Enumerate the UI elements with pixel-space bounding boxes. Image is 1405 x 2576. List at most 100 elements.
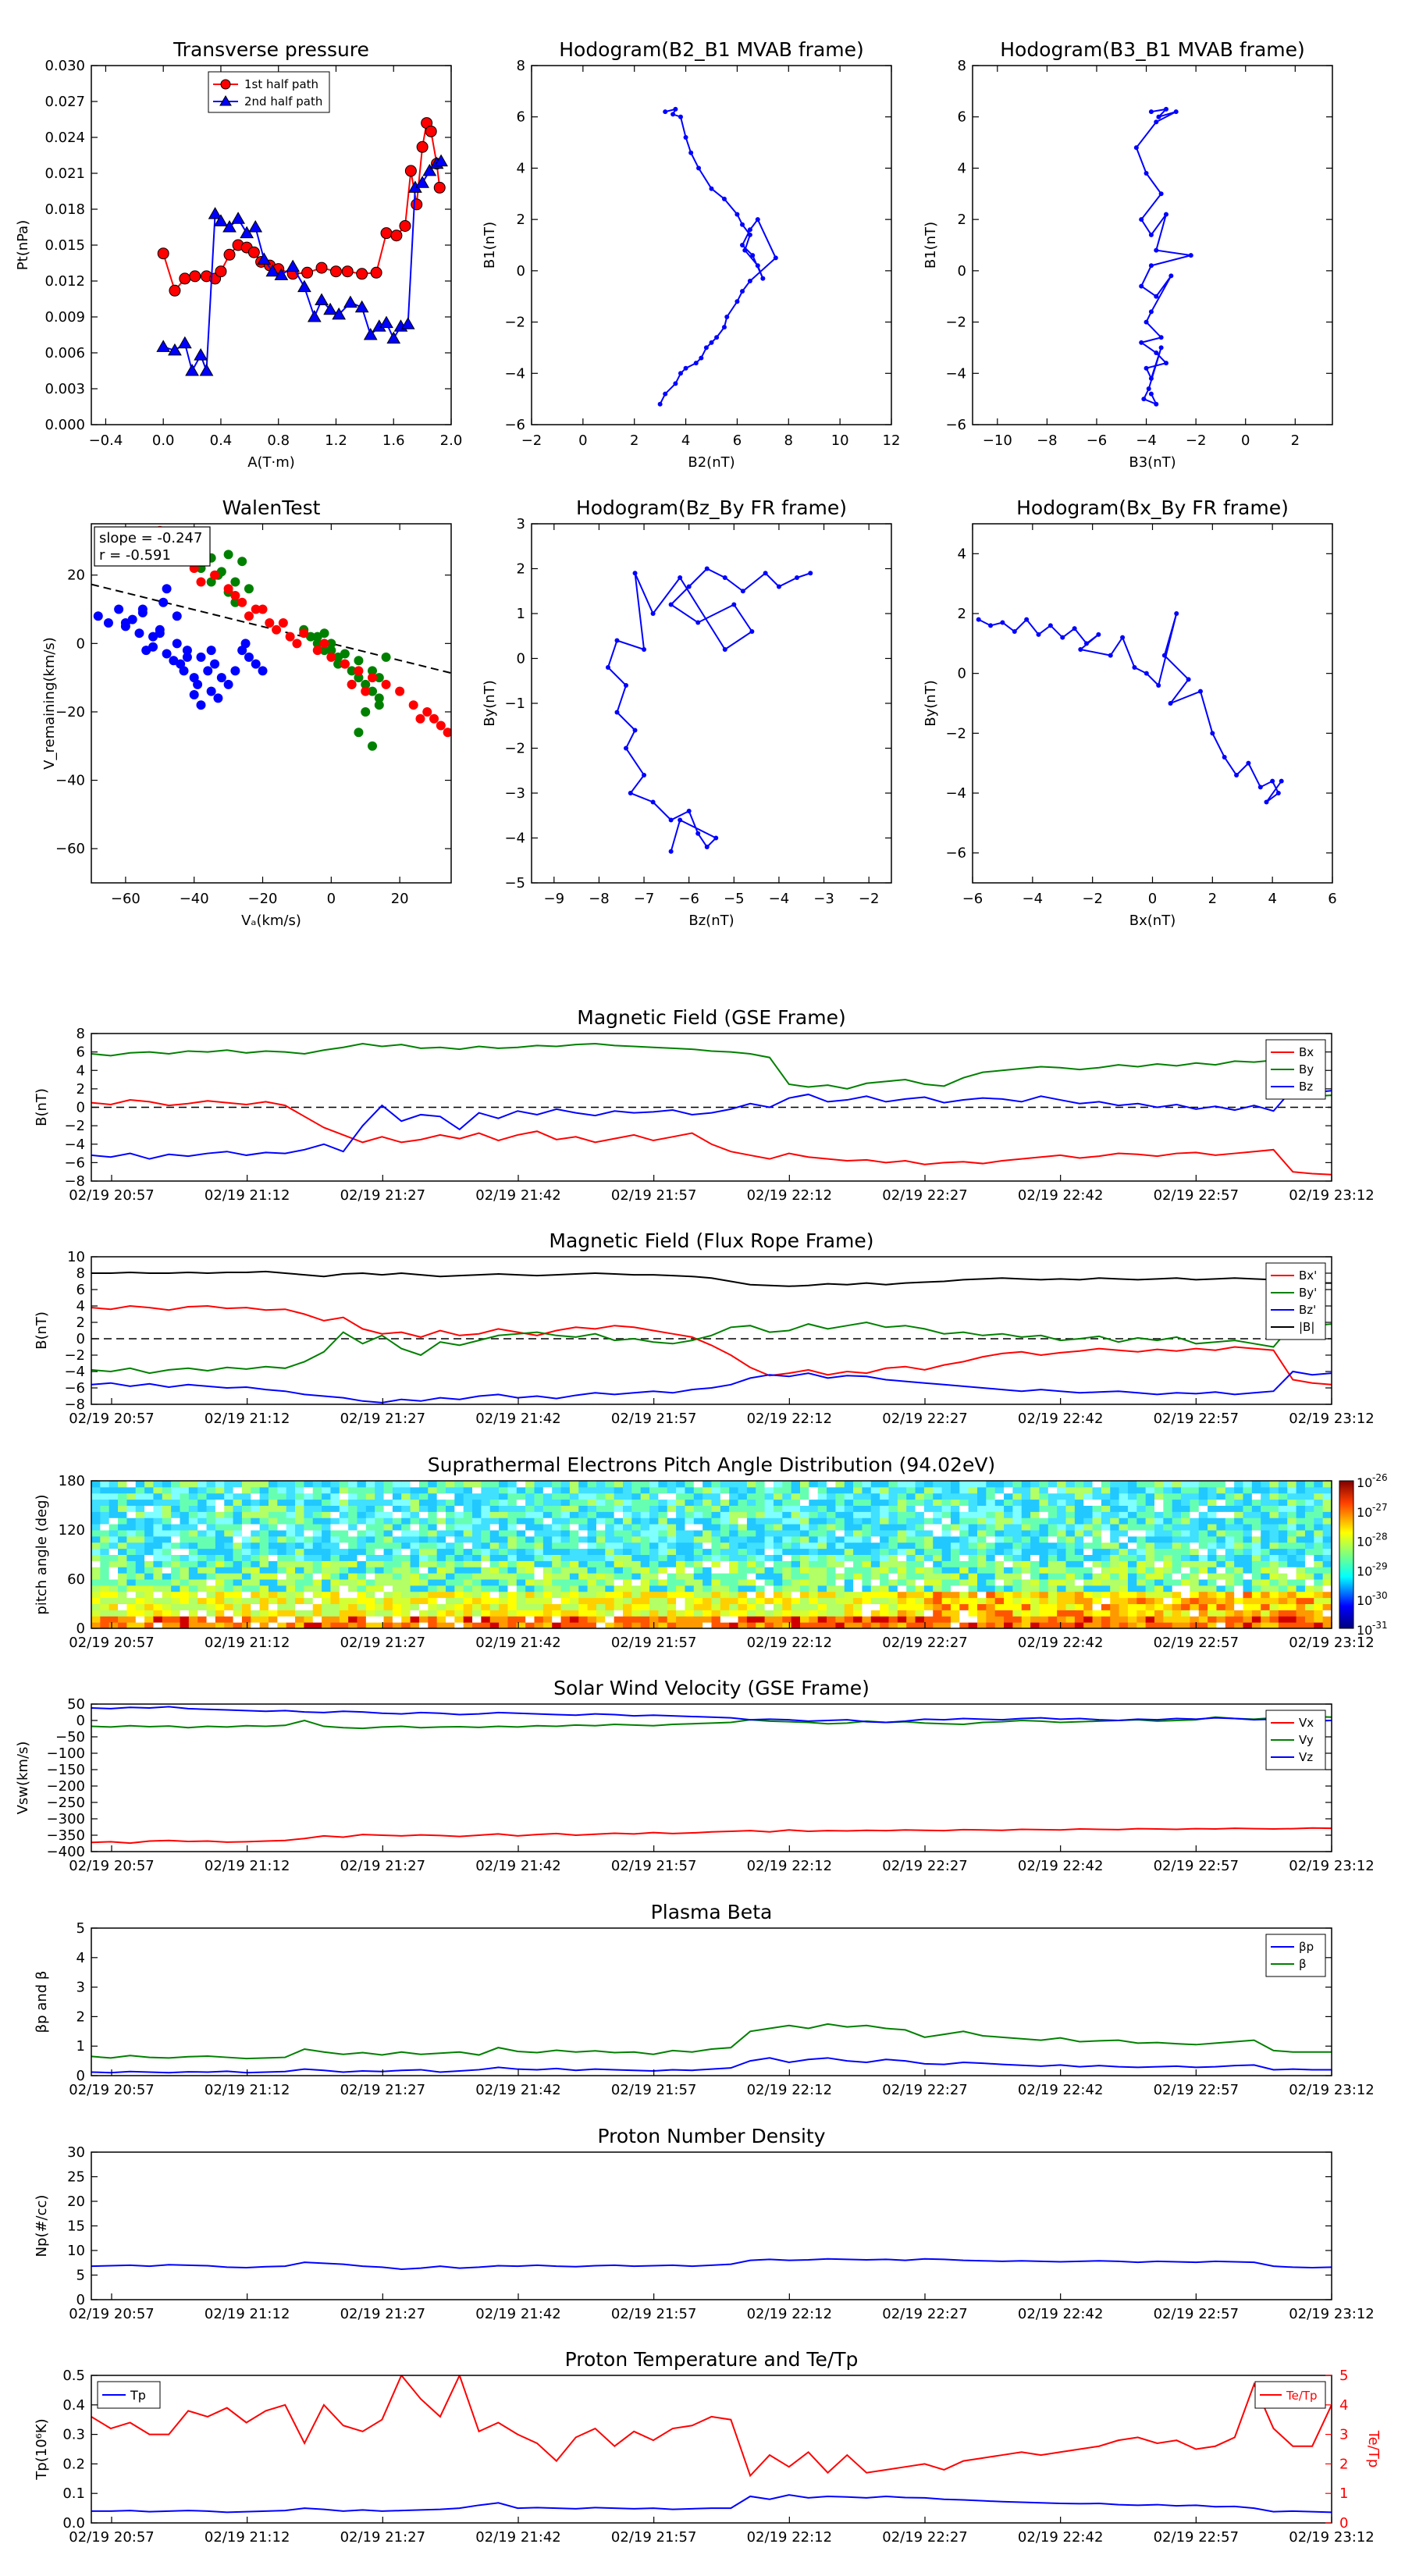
data-point xyxy=(1120,635,1126,640)
heatmap-cell xyxy=(676,1481,685,1488)
heatmap-cell xyxy=(91,1567,101,1574)
heatmap-cell xyxy=(401,1542,411,1550)
x-axis-label: Bz(nT) xyxy=(688,913,734,929)
heatmap-cell xyxy=(348,1493,357,1500)
heatmap-cell xyxy=(188,1579,198,1586)
heatmap-cell xyxy=(1269,1597,1279,1604)
y-tick-label: −6 xyxy=(945,417,966,433)
heatmap-cell xyxy=(835,1524,845,1531)
heatmap-cell xyxy=(578,1573,589,1580)
heatmap-cell xyxy=(1092,1548,1102,1555)
heatmap-cell xyxy=(392,1579,402,1586)
heatmap-cell xyxy=(1234,1542,1243,1550)
heatmap-cell xyxy=(259,1610,269,1617)
y-tick-label: −250 xyxy=(47,1795,85,1811)
heatmap-cell xyxy=(1278,1535,1288,1543)
time-tick-label: 02/19 20:57 xyxy=(69,1858,154,1874)
data-point xyxy=(1024,617,1030,622)
series-line-0 xyxy=(606,568,811,852)
heatmap-cell xyxy=(1154,1535,1164,1543)
heatmap-cell xyxy=(1225,1554,1235,1561)
heatmap-cell xyxy=(933,1616,943,1623)
heatmap-cell xyxy=(1136,1486,1147,1494)
heatmap-cell xyxy=(738,1622,748,1628)
heatmap-cell xyxy=(578,1517,589,1525)
heatmap-cell xyxy=(499,1511,508,1518)
heatmap-cell xyxy=(153,1530,163,1537)
heatmap-cell xyxy=(436,1603,446,1610)
data-point xyxy=(1132,665,1137,670)
data-point xyxy=(624,745,629,751)
heatmap-cell xyxy=(587,1610,597,1617)
heatmap-cell xyxy=(153,1597,163,1604)
heatmap-cell xyxy=(1127,1535,1137,1543)
heatmap-cell xyxy=(233,1554,243,1561)
heatmap-cell xyxy=(1083,1554,1094,1561)
heatmap-cell xyxy=(1083,1573,1094,1580)
heatmap-cell xyxy=(702,1511,712,1518)
heatmap-cell xyxy=(339,1486,349,1494)
y-tick-label: 0.018 xyxy=(44,201,85,218)
heatmap-cell xyxy=(1154,1542,1164,1550)
data-point xyxy=(1246,760,1251,766)
data-point xyxy=(632,728,638,733)
x-tick-label: −6 xyxy=(962,891,984,907)
heatmap-cell xyxy=(1251,1486,1261,1494)
heatmap-cell xyxy=(685,1505,695,1512)
heatmap-cell xyxy=(463,1499,473,1506)
heatmap-cell xyxy=(756,1524,766,1531)
heatmap-cell xyxy=(569,1597,579,1604)
heatmap-cell xyxy=(418,1524,429,1531)
data-point xyxy=(721,196,727,201)
heatmap-cell xyxy=(844,1585,854,1592)
heatmap-cell xyxy=(1163,1524,1173,1531)
heatmap-cell xyxy=(188,1610,198,1617)
heatmap-cell xyxy=(91,1597,101,1604)
time-tick-label: 02/19 20:57 xyxy=(69,2082,154,2098)
heatmap-cell xyxy=(614,1493,624,1500)
heatmap-cell xyxy=(1304,1535,1314,1543)
data-point xyxy=(605,665,610,670)
heatmap-cell xyxy=(197,1610,208,1617)
heatmap-cell xyxy=(135,1573,145,1580)
heatmap-cell xyxy=(126,1486,137,1494)
time-tick-label: 02/19 20:57 xyxy=(69,2529,154,2546)
heatmap-cell xyxy=(906,1616,916,1623)
heatmap-cell xyxy=(605,1603,615,1610)
heatmap-cell xyxy=(463,1524,473,1531)
data-point xyxy=(148,642,158,652)
heatmap-cell xyxy=(906,1481,916,1488)
data-point xyxy=(251,659,261,669)
heatmap-cell xyxy=(587,1573,597,1580)
heatmap-cell xyxy=(100,1535,110,1543)
heatmap-cell xyxy=(126,1554,137,1561)
heatmap-cell xyxy=(640,1505,650,1512)
heatmap-cell xyxy=(649,1481,659,1488)
time-tick-label: 02/19 22:42 xyxy=(1018,1635,1103,1651)
heatmap-cell xyxy=(1304,1560,1314,1567)
heatmap-cell xyxy=(1145,1511,1155,1518)
heatmap-cell xyxy=(560,1597,571,1604)
heatmap-cell xyxy=(1057,1517,1066,1525)
heatmap-cell xyxy=(950,1597,960,1604)
heatmap-cell xyxy=(454,1567,464,1574)
heatmap-cell xyxy=(499,1616,508,1623)
heatmap-cell xyxy=(383,1591,393,1599)
heatmap-cell xyxy=(259,1573,269,1580)
heatmap-cell xyxy=(1057,1554,1066,1561)
data-point xyxy=(222,219,237,233)
heatmap-cell xyxy=(259,1591,269,1599)
heatmap-cell xyxy=(1039,1505,1049,1512)
heatmap-cell xyxy=(994,1511,1005,1518)
heatmap-cell xyxy=(915,1505,925,1512)
heatmap-cell xyxy=(631,1597,642,1604)
heatmap-cell xyxy=(1296,1548,1306,1555)
heatmap-cell xyxy=(1208,1610,1217,1617)
heatmap-cell xyxy=(1012,1505,1023,1512)
heatmap-cell xyxy=(312,1499,322,1506)
heatmap-cell xyxy=(764,1505,774,1512)
data-point xyxy=(1096,632,1101,637)
heatmap-cell xyxy=(994,1585,1005,1592)
heatmap-cell xyxy=(880,1579,889,1586)
